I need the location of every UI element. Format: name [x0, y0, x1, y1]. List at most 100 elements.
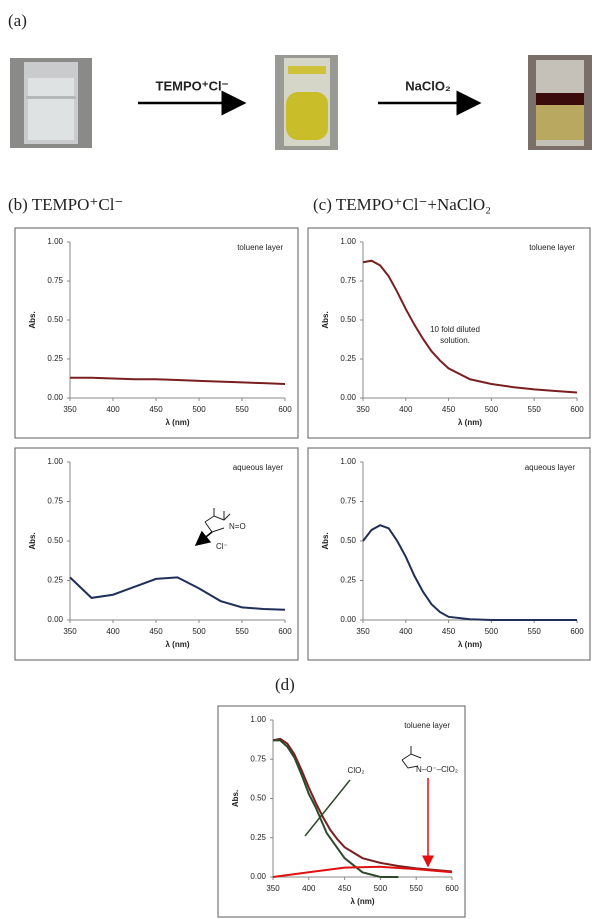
molecule-sketch [401, 746, 422, 769]
data-line [70, 376, 286, 385]
y-tick-label: 0.75 [47, 497, 63, 506]
y-tick-label: 1.00 [250, 715, 266, 724]
data-line [272, 865, 453, 878]
data-line [362, 259, 578, 394]
y-tick-label: 1.00 [340, 457, 356, 466]
y-tick-label: 0.25 [340, 354, 356, 363]
x-tick-label: 550 [235, 405, 249, 414]
x-tick-label: 400 [106, 405, 120, 414]
panel-label: (b) TEMPO⁺Cl⁻ [8, 195, 123, 214]
y-tick-label: 0.50 [47, 315, 63, 324]
y-tick-label: 1.00 [47, 237, 63, 246]
panel-label: (a) [8, 11, 27, 30]
x-tick-label: 550 [528, 627, 542, 636]
chart: 0.00 0.25 0.50 0.75 1.00 350 400 450 500 550 600 λ … [217, 705, 466, 918]
data-line [272, 737, 453, 873]
y-tick-label: 1.00 [47, 457, 63, 466]
chart-frame [217, 705, 466, 918]
data-line [273, 739, 399, 878]
photo-vial-2 [275, 55, 338, 150]
reagent-label: TEMPO⁺Cl⁻ [156, 78, 229, 93]
y-tick-label: 0.25 [250, 833, 266, 842]
y-tick-label: 0.00 [250, 872, 266, 881]
annotation-pointer [304, 779, 351, 837]
layer-label: aqueous layer [233, 463, 284, 472]
x-tick-label: 500 [192, 405, 206, 414]
y-tick-label: 0.75 [250, 754, 266, 763]
y-tick-label: 0.00 [340, 393, 356, 402]
x-tick-label: 550 [235, 627, 249, 636]
chart-frame [307, 227, 591, 439]
chart-frame [14, 227, 299, 439]
x-tick-label: 350 [356, 627, 370, 636]
annotation: solution. [440, 336, 470, 345]
chart: 0.00 0.25 0.50 0.75 1.00 350 400 450 500 550 600 λ … [14, 227, 299, 439]
x-tick-label: 500 [485, 405, 499, 414]
x-tick-label: 350 [266, 884, 280, 893]
chart: 0.00 0.25 0.50 0.75 1.00 350 400 450 500 550 600 λ … [307, 227, 591, 439]
data-line [69, 576, 286, 611]
x-tick-label: 500 [192, 627, 206, 636]
chart: 0.00 0.25 0.50 0.75 1.00 350 400 450 500 550 600 λ … [14, 447, 299, 661]
y-tick-label: 0.75 [340, 276, 356, 285]
y-tick-label: 0.25 [47, 576, 63, 585]
x-axis-label: λ (nm) [351, 897, 375, 906]
x-tick-label: 450 [442, 405, 456, 414]
chart: 0.00 0.25 0.50 0.75 1.00 350 400 450 500 550 600 λ … [307, 447, 591, 661]
y-tick-label: 0.50 [47, 536, 63, 545]
y-tick-label: 0.25 [340, 576, 356, 585]
x-tick-label: 550 [410, 884, 424, 893]
y-tick-label: 0.75 [47, 276, 63, 285]
y-tick-label: 0.50 [250, 794, 266, 803]
x-tick-label: 450 [442, 627, 456, 636]
x-tick-label: 600 [570, 627, 584, 636]
annotation: N=O [229, 522, 246, 531]
annotation: N–O⁻–ClO₂ [416, 765, 458, 774]
y-axis-label: Abs. [321, 532, 330, 549]
y-tick-label: 0.50 [340, 315, 356, 324]
x-tick-label: 600 [570, 405, 584, 414]
x-tick-label: 550 [528, 405, 542, 414]
layer-label: toluene layer [404, 721, 450, 730]
reagent-label: NaClO₂ [405, 78, 451, 93]
layer-label: toluene layer [237, 243, 283, 252]
x-tick-label: 500 [374, 884, 388, 893]
x-tick-label: 600 [278, 627, 292, 636]
annotation: ClO₂ [348, 766, 365, 775]
photo-vial-3 [528, 55, 592, 150]
panel-label: (d) [275, 675, 295, 694]
x-tick-label: 350 [63, 627, 77, 636]
layer-label: toluene layer [529, 243, 575, 252]
x-tick-label: 400 [302, 884, 316, 893]
x-axis-label: λ (nm) [166, 640, 190, 649]
x-tick-label: 350 [63, 405, 77, 414]
x-tick-label: 450 [338, 884, 352, 893]
x-tick-label: 500 [485, 627, 499, 636]
y-tick-label: 0.75 [340, 497, 356, 506]
layer-label: aqueous layer [525, 463, 576, 472]
y-tick-label: 1.00 [340, 237, 356, 246]
x-tick-label: 450 [149, 627, 163, 636]
photo-vial-1 [10, 58, 92, 148]
x-tick-label: 600 [445, 884, 459, 893]
chart-frame [14, 447, 299, 661]
chart-frame [307, 447, 591, 661]
x-tick-label: 450 [149, 405, 163, 414]
x-tick-label: 600 [278, 405, 292, 414]
y-tick-label: 0.00 [47, 615, 63, 624]
annotation: 10 fold diluted [430, 325, 480, 334]
x-tick-label: 400 [399, 405, 413, 414]
y-tick-label: 0.00 [340, 615, 356, 624]
x-axis-label: λ (nm) [458, 640, 482, 649]
x-axis-label: λ (nm) [458, 418, 482, 427]
x-tick-label: 400 [106, 627, 120, 636]
x-axis-label: λ (nm) [166, 418, 190, 427]
y-tick-label: 0.25 [47, 354, 63, 363]
annotation-arrow [194, 530, 213, 546]
panel-label: (c) TEMPO⁺Cl⁻+NaClO₂ [313, 195, 491, 214]
x-tick-label: 400 [399, 627, 413, 636]
y-axis-label: Abs. [231, 790, 240, 807]
annotation: Cl⁻ [216, 542, 228, 551]
data-line [362, 524, 577, 621]
